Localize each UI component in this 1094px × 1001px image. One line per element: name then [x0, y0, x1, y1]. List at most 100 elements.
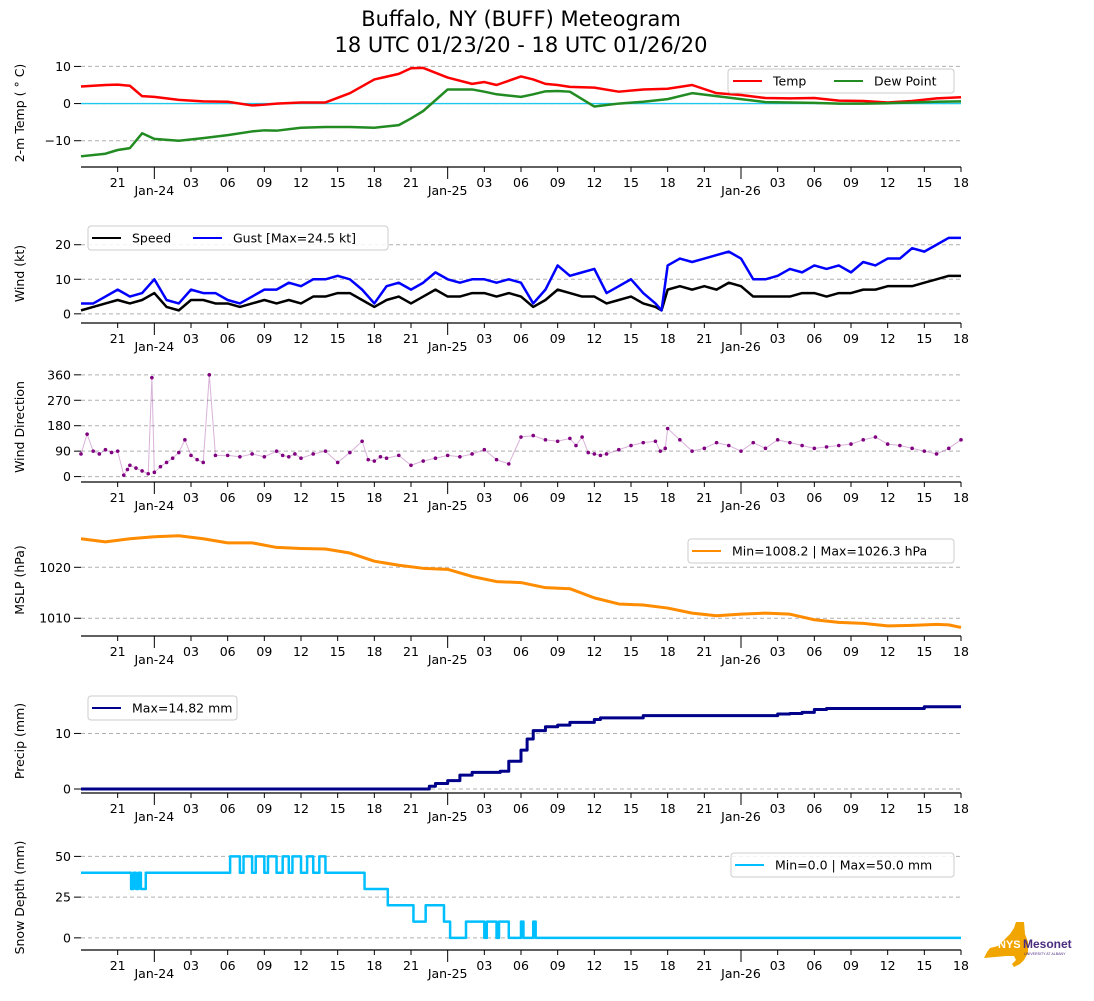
wdir-ytick-label: 360 [47, 367, 71, 382]
mslp-hour-tick-label: 15 [330, 644, 346, 659]
snow-hour-tick-label: 09 [550, 958, 566, 973]
precip-hour-tick-label: 12 [880, 801, 896, 816]
precip-ylabel: Precip (mm) [12, 703, 27, 779]
precip-hour-tick-label: 21 [696, 801, 712, 816]
wdir-point [824, 445, 829, 449]
wdir-point [323, 449, 328, 453]
wdir-point [586, 450, 591, 455]
wdir-point [946, 446, 951, 451]
temp-ytick-label: 0 [63, 96, 71, 111]
wdir-hour-tick-label: 15 [623, 490, 639, 505]
wdir-hour-tick-label: 18 [660, 490, 676, 505]
wdir-point [702, 446, 707, 451]
wind-day-label: Jan-24 [133, 339, 174, 354]
mslp-legend-label: Min=1008.2 | Max=1026.3 hPa [732, 544, 927, 559]
temp-hour-tick-label: 03 [770, 175, 786, 190]
wdir-point [910, 446, 914, 451]
wdir-point [506, 462, 511, 466]
wind-series-gust [81, 236, 961, 312]
wdir-hour-tick-label: 15 [330, 490, 346, 505]
wdir-point [176, 450, 181, 455]
mslp-ylabel: MSLP (hPa) [12, 545, 27, 615]
temp-hour-tick-label: 03 [183, 175, 199, 190]
precip-hour-tick-label: 03 [770, 801, 786, 816]
wind-hour-tick-label: 09 [256, 331, 272, 346]
wdir-point [788, 440, 792, 445]
wdir-hour-tick-label: 21 [110, 490, 126, 505]
snow-hour-tick-label: 15 [330, 958, 346, 973]
wdir-point [482, 447, 487, 452]
wdir-ytick-label: 0 [63, 469, 71, 484]
wdir-hour-tick-label: 09 [843, 490, 859, 505]
mslp-hour-tick-label: 09 [550, 644, 566, 659]
precip-hour-tick-label: 09 [843, 801, 859, 816]
wind-day-label: Jan-26 [720, 339, 761, 354]
wdir-hour-tick-label: 12 [293, 490, 309, 505]
mslp-day-label: Jan-24 [133, 652, 174, 667]
wdir-point [396, 453, 401, 458]
mslp-hour-tick-label: 21 [403, 644, 419, 659]
wdir-point [604, 452, 609, 456]
mslp-hour-tick-label: 09 [256, 644, 272, 659]
wind-hour-tick-label: 06 [220, 331, 236, 346]
wdir-point [280, 453, 285, 458]
precip-hour-tick-label: 09 [256, 801, 272, 816]
wind-hour-tick-label: 09 [843, 331, 859, 346]
wdir-hour-tick-label: 15 [916, 490, 932, 505]
wind-ytick-label: 10 [55, 272, 71, 287]
wdir-point [207, 373, 212, 377]
precip-hour-tick-label: 15 [916, 801, 932, 816]
nys-mesonet-logo: NYS Mesonet UNIVERSITY AT ALBANY [984, 922, 1072, 967]
wind-legend-label: Speed [132, 231, 171, 246]
wdir-point [128, 463, 132, 468]
wdir-point [183, 438, 187, 442]
snow-hour-tick-label: 09 [843, 958, 859, 973]
wdir-hour-tick-label: 12 [880, 490, 896, 505]
wind-hour-tick-label: 15 [623, 331, 639, 346]
mslp-hour-tick-label: 21 [110, 644, 126, 659]
wdir-point [164, 460, 169, 465]
wdir-point [150, 375, 154, 380]
temp-hour-tick-label: 21 [403, 175, 419, 190]
precip-day-label: Jan-25 [427, 809, 468, 824]
mslp-ytick-label: 1020 [39, 560, 71, 575]
wdir-point [421, 459, 426, 463]
snow-hour-tick-label: 06 [513, 958, 529, 973]
wdir-point [568, 436, 572, 441]
mslp-day-label: Jan-26 [720, 652, 761, 667]
snow-hour-tick-label: 12 [586, 958, 602, 973]
wdir-ytick-label: 90 [55, 444, 71, 459]
snow-hour-tick-label: 18 [366, 958, 382, 973]
wdir-hour-tick-label: 09 [256, 490, 272, 505]
wdir-point [959, 438, 963, 442]
wind-hour-tick-label: 03 [183, 331, 199, 346]
wdir-point [286, 455, 291, 459]
mslp-legend [687, 538, 955, 564]
temp-hour-tick-label: 18 [953, 175, 969, 190]
precip-hour-tick-label: 21 [403, 801, 419, 816]
wind-hour-tick-label: 12 [880, 331, 896, 346]
wdir-point [665, 426, 670, 431]
precip-hour-tick-label: 15 [623, 801, 639, 816]
wind-hour-tick-label: 12 [586, 331, 602, 346]
mslp-hour-tick-label: 03 [183, 644, 199, 659]
mslp-hour-tick-label: 06 [220, 644, 236, 659]
new-york-state-shape-icon [984, 922, 1028, 967]
temp-hour-tick-label: 12 [586, 175, 602, 190]
wdir-point [580, 435, 584, 439]
snow-hour-tick-label: 12 [293, 958, 309, 973]
wdir-hour-tick-label: 21 [403, 490, 419, 505]
temp-hour-tick-label: 09 [843, 175, 859, 190]
wdir-point [898, 443, 902, 448]
wind-hour-tick-label: 06 [513, 331, 529, 346]
wdir-point [262, 455, 267, 459]
temp-hour-tick-label: 06 [220, 175, 236, 190]
wdir-point [189, 453, 193, 458]
wdir-point [103, 447, 108, 452]
mslp-hour-tick-label: 06 [806, 644, 822, 659]
wdir-point [763, 446, 768, 451]
temp-hour-tick-label: 15 [330, 175, 346, 190]
wind-hour-tick-label: 03 [770, 331, 786, 346]
temp-series-dew [80, 88, 962, 158]
wdir-point [714, 440, 719, 445]
